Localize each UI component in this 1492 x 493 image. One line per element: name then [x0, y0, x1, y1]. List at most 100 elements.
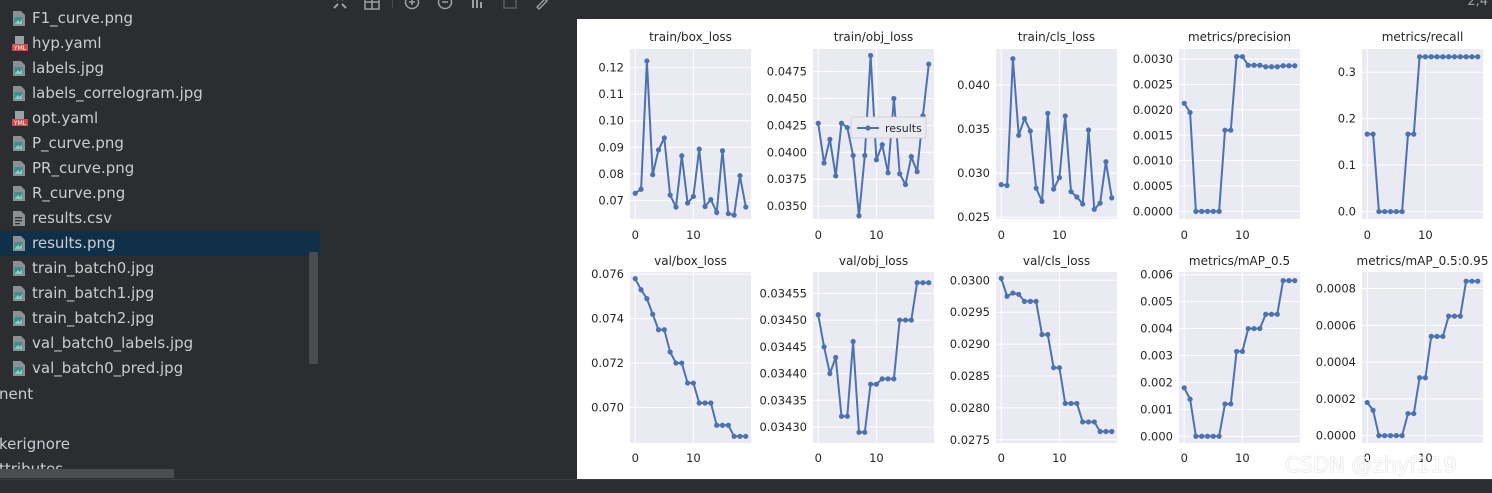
y-tick-label: 0.030	[957, 166, 990, 180]
data-point	[844, 124, 850, 131]
data-point	[1181, 100, 1187, 106]
data-point	[638, 287, 644, 293]
file-item[interactable]: R_curve.png	[0, 181, 320, 206]
y-tick-label: 0.001	[1140, 402, 1173, 416]
data-point	[1016, 291, 1022, 297]
data-point	[1222, 127, 1228, 133]
file-item[interactable]: val_batch0_labels.jpg	[0, 331, 320, 356]
y-tick-label: 0.002	[1140, 375, 1173, 389]
tree-item[interactable]: kerignore	[0, 435, 70, 453]
data-point	[696, 400, 702, 406]
data-point	[1387, 208, 1394, 215]
data-point	[1080, 419, 1086, 425]
tree-item[interactable]: nent	[0, 385, 34, 403]
plot-area	[996, 272, 1117, 443]
background-icon[interactable]	[502, 0, 518, 10]
data-point	[667, 192, 673, 198]
data-point	[827, 370, 833, 377]
chart-title: metrics/precision	[1188, 30, 1291, 44]
y-tick-label: 0.0285	[950, 369, 990, 383]
data-point	[1274, 311, 1280, 317]
subplot: 0.0275 0.0280 0.0285 0.0290 0.0295 0.0300 0 10 v…	[950, 254, 1117, 465]
histogram-icon[interactable]	[470, 0, 486, 10]
data-point	[1364, 399, 1370, 406]
file-item[interactable]: YML hyp.yaml	[0, 31, 320, 56]
y-tick-label: 0.0450	[767, 91, 807, 105]
data-point	[1416, 375, 1423, 381]
file-item[interactable]: F1_curve.png	[0, 6, 320, 31]
file-item[interactable]: results.csv	[0, 206, 320, 231]
data-point	[827, 136, 833, 142]
data-point	[655, 327, 662, 333]
file-item[interactable]: PR_curve.png	[0, 156, 320, 181]
data-point	[1027, 298, 1033, 304]
data-point	[1457, 54, 1463, 60]
data-point	[737, 173, 743, 179]
data-point	[1405, 410, 1411, 417]
fit-icon[interactable]	[332, 0, 348, 10]
coordinate-readout: 2,4	[1467, 0, 1488, 9]
data-point	[1475, 278, 1481, 284]
file-name: labels_correlogram.jpg	[32, 84, 203, 102]
data-point	[1393, 433, 1399, 439]
data-point	[708, 197, 714, 203]
chart-title: val/cls_loss	[1023, 254, 1090, 268]
file-name: opt.yaml	[32, 109, 99, 127]
y-tick-label: 0.0002	[1316, 392, 1356, 406]
file-item[interactable]: train_batch0.jpg	[0, 256, 320, 281]
data-point	[1109, 428, 1115, 435]
text-file-icon	[12, 211, 25, 226]
vertical-scrollbar[interactable]	[309, 252, 318, 364]
file-item[interactable]: train_batch1.jpg	[0, 281, 320, 306]
data-point	[833, 173, 839, 179]
y-tick-label: 0.0005	[1133, 179, 1173, 193]
data-point	[644, 58, 650, 64]
data-point	[1268, 311, 1275, 317]
data-point	[856, 429, 862, 435]
data-point	[1370, 131, 1376, 137]
file-item[interactable]: labels.jpg	[0, 56, 320, 81]
data-point	[1274, 64, 1280, 70]
data-point	[1233, 54, 1240, 60]
data-point	[1364, 131, 1370, 137]
file-item[interactable]: YML opt.yaml	[0, 106, 320, 131]
data-point	[850, 152, 856, 159]
data-point	[914, 169, 920, 175]
file-item[interactable]: results.png	[0, 231, 320, 256]
y-tick-label: 0.076	[591, 267, 624, 281]
file-item[interactable]: val_batch0_pred.jpg	[0, 356, 320, 381]
data-point	[885, 170, 891, 176]
zoom-out-icon[interactable]	[437, 0, 453, 10]
x-tick-label: 0	[815, 451, 822, 465]
file-item[interactable]: P_curve.png	[0, 131, 320, 156]
legend-marker	[865, 125, 871, 131]
y-tick-label: 0.0004	[1316, 355, 1356, 369]
horizontal-scrollbar[interactable]	[0, 469, 174, 478]
data-point	[1376, 433, 1382, 439]
data-point	[1428, 333, 1434, 339]
y-tick-label: 0.040	[957, 78, 990, 92]
data-point	[1050, 365, 1057, 371]
data-point	[655, 147, 662, 153]
file-name: train_batch2.jpg	[32, 309, 155, 327]
data-point	[1204, 433, 1211, 439]
file-name: train_batch0.jpg	[32, 259, 155, 277]
x-tick-label: 10	[686, 228, 701, 242]
file-name: train_batch1.jpg	[32, 284, 155, 302]
data-point	[719, 422, 726, 428]
data-point	[1251, 62, 1257, 68]
file-item[interactable]: labels_correlogram.jpg	[0, 81, 320, 106]
data-point	[908, 153, 914, 160]
data-point	[1440, 333, 1446, 339]
data-point	[867, 52, 874, 59]
data-point	[1469, 278, 1475, 284]
grid-icon[interactable]	[364, 0, 380, 10]
y-tick-label: 0.0030	[1133, 52, 1173, 66]
chart-title: metrics/mAP_0.5	[1189, 254, 1290, 268]
zoom-in-icon[interactable]	[404, 0, 420, 10]
color-picker-icon[interactable]	[534, 0, 550, 10]
results-plot-grid: 0.070.080.090.100.110.120 10train/box_los…	[591, 30, 1488, 465]
data-point	[1428, 54, 1434, 60]
file-item[interactable]: train_batch2.jpg	[0, 306, 320, 331]
y-tick-label: 0.03445	[759, 340, 807, 354]
